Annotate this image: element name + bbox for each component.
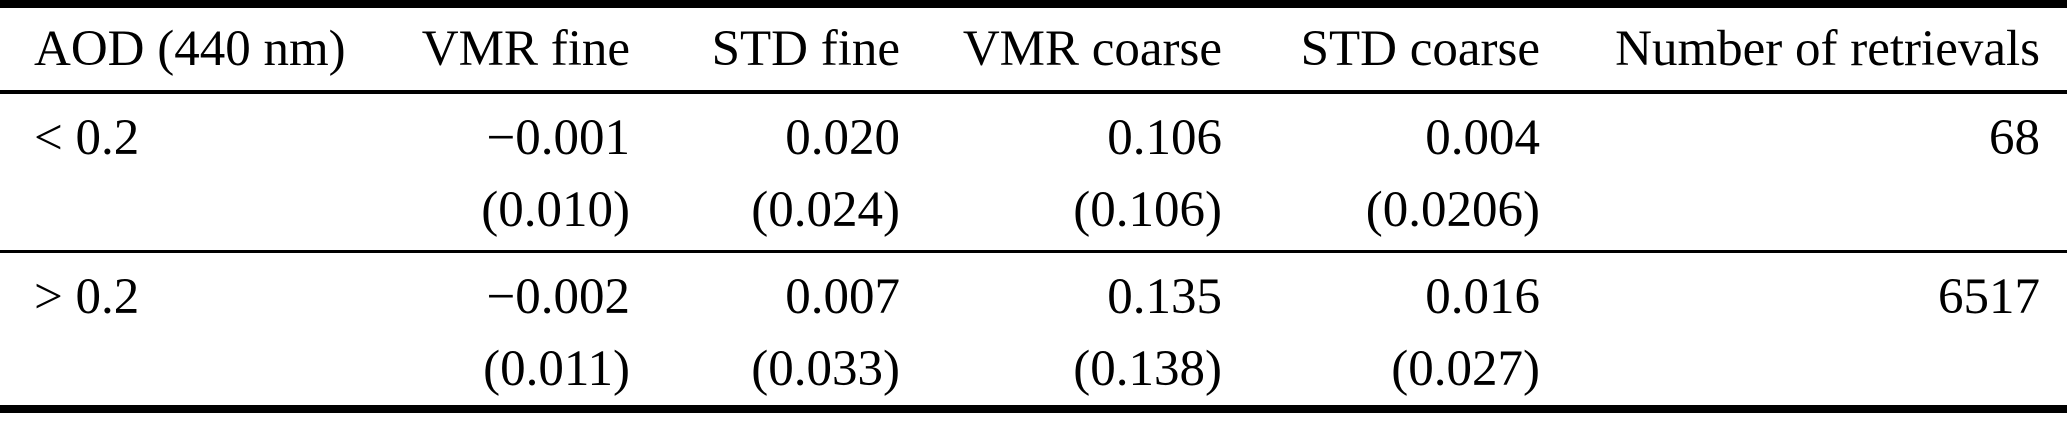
table-row-aod-gt-0.2: > 0.2 −0.002 (0.011) 0.007 (0.033) 0.135… [0, 251, 2067, 409]
vmr-fine-value: −0.001 [486, 110, 630, 166]
cell-number-of-retrievals: 68 [1540, 92, 2067, 251]
column-header-std-fine: STD fine [630, 4, 900, 94]
vmr-coarse-value: 0.135 [1107, 268, 1222, 325]
cell-vmr-fine: −0.001 (0.010) [400, 92, 630, 251]
number-of-retrievals-value: 68 [1989, 110, 2040, 166]
column-header-std-coarse: STD coarse [1222, 4, 1540, 94]
cell-vmr-coarse: 0.106 (0.106) [900, 92, 1222, 251]
cell-aod-range: > 0.2 [0, 251, 400, 409]
column-header-number-of-retrievals: Number of retrievals [1540, 4, 2067, 94]
table-body: < 0.2 −0.001 (0.010) 0.020 (0.024) 0.106… [0, 92, 2067, 409]
std-fine-uncertainty: (0.033) [751, 340, 900, 397]
vmr-fine-value: −0.002 [486, 268, 630, 325]
cell-std-fine: 0.020 (0.024) [630, 92, 900, 251]
aod-range-value: < 0.2 [34, 110, 140, 166]
std-fine-uncertainty: (0.024) [751, 182, 900, 238]
std-fine-value: 0.007 [785, 268, 900, 325]
cell-vmr-coarse: 0.135 (0.138) [900, 251, 1222, 409]
header-row: AOD (440 nm) VMR fine STD fine VMR coars… [0, 4, 2067, 94]
cell-number-of-retrievals: 6517 [1540, 251, 2067, 409]
table-header: AOD (440 nm) VMR fine STD fine VMR coars… [0, 4, 2067, 94]
cell-std-fine: 0.007 (0.033) [630, 251, 900, 409]
retrievals-stats-table: AOD (440 nm) VMR fine STD fine VMR coars… [0, 0, 2067, 413]
column-header-vmr-coarse: VMR coarse [900, 4, 1222, 94]
std-coarse-value: 0.016 [1425, 268, 1540, 325]
column-header-aod: AOD (440 nm) [0, 4, 400, 94]
vmr-coarse-uncertainty: (0.106) [1073, 182, 1222, 238]
table-row-aod-lt-0.2: < 0.2 −0.001 (0.010) 0.020 (0.024) 0.106… [0, 92, 2067, 251]
std-coarse-value: 0.004 [1425, 110, 1540, 166]
aod-range-value: > 0.2 [34, 268, 140, 325]
std-coarse-uncertainty: (0.0206) [1365, 182, 1540, 238]
number-of-retrievals-value: 6517 [1938, 268, 2040, 325]
vmr-coarse-value: 0.106 [1107, 110, 1222, 166]
std-fine-value: 0.020 [785, 110, 900, 166]
cell-vmr-fine: −0.002 (0.011) [400, 251, 630, 409]
vmr-coarse-uncertainty: (0.138) [1073, 340, 1222, 397]
vmr-fine-uncertainty: (0.010) [481, 182, 630, 238]
vmr-fine-uncertainty: (0.011) [483, 340, 630, 397]
cell-aod-range: < 0.2 [0, 92, 400, 251]
std-coarse-uncertainty: (0.027) [1391, 340, 1540, 397]
cell-std-coarse: 0.016 (0.027) [1222, 251, 1540, 409]
cell-std-coarse: 0.004 (0.0206) [1222, 92, 1540, 251]
column-header-vmr-fine: VMR fine [400, 4, 630, 94]
